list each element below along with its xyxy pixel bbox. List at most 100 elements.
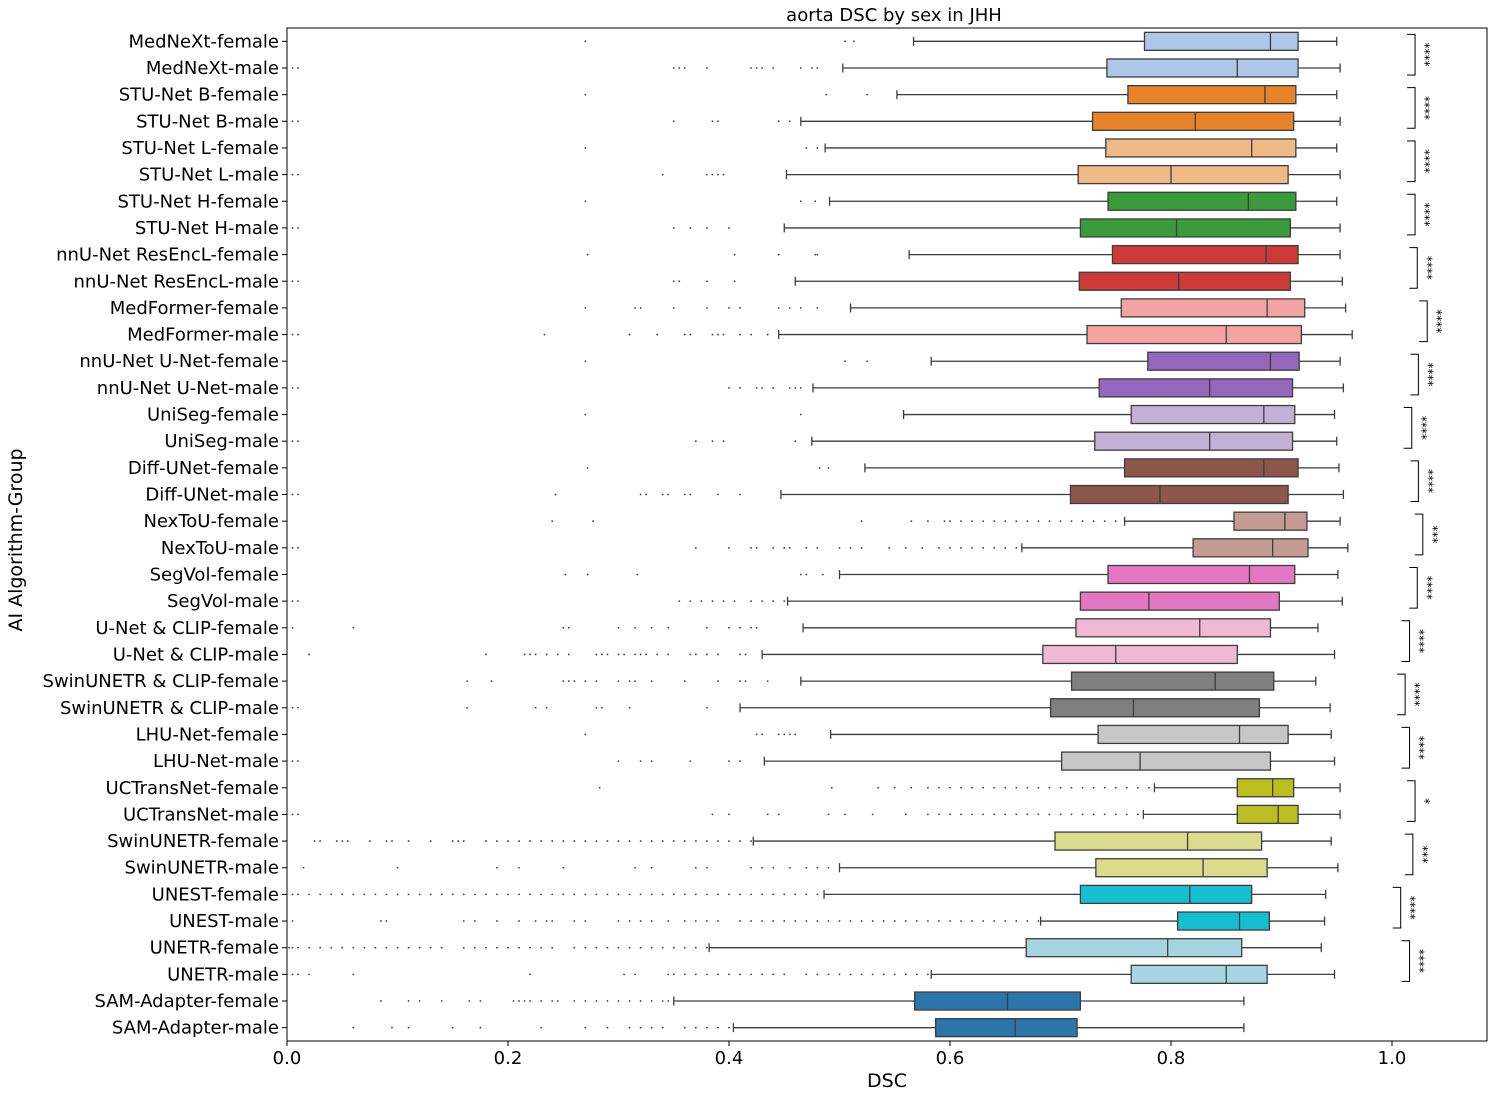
box-group (291, 271, 1343, 291)
outlier-point (799, 200, 802, 203)
box (1075, 618, 1272, 638)
significance-bracket: **** (1397, 673, 1422, 716)
outlier-point (772, 893, 775, 896)
outlier-point (739, 493, 741, 496)
outlier-point (672, 120, 675, 123)
significance-label: **** (1418, 96, 1432, 120)
outlier-point (772, 546, 775, 549)
outlier-point (706, 653, 708, 656)
outlier-point (462, 946, 465, 949)
outlier-point (523, 1000, 526, 1002)
outlier-point (904, 973, 907, 976)
outlier-point (667, 493, 670, 496)
outlier-point (645, 653, 648, 656)
significance-bracket: *** (1404, 833, 1430, 876)
box (1107, 564, 1296, 585)
outlier-point (297, 893, 299, 896)
y-tick-label: LHU-Net-male (153, 751, 279, 772)
outlier-point (617, 680, 620, 683)
outlier-point (440, 1000, 443, 1002)
outlier-point (291, 333, 294, 336)
outlier-point (805, 893, 808, 896)
outlier-point (562, 626, 565, 629)
outlier-point (1004, 920, 1007, 922)
outlier-point (518, 946, 520, 949)
box (1086, 324, 1303, 345)
box-group (313, 831, 1332, 851)
outlier-point (1081, 786, 1084, 789)
outlier-point (551, 520, 554, 523)
outlier-point (910, 520, 913, 523)
outlier-point (761, 386, 764, 389)
outlier-point (788, 546, 791, 549)
outlier-point (573, 840, 576, 842)
outlier-point (739, 760, 741, 762)
outlier-point (330, 946, 333, 949)
box-group (586, 244, 1341, 265)
outlier-point (739, 307, 741, 309)
outlier-point (672, 67, 675, 69)
box (1120, 298, 1306, 318)
outlier-point (1004, 546, 1007, 549)
outlier-point (617, 893, 620, 896)
outlier-point (1048, 813, 1051, 816)
outlier-point (893, 920, 896, 922)
outlier-point (407, 1000, 410, 1002)
outlier-point (606, 1000, 609, 1002)
outlier-point (291, 386, 294, 389)
outlier-point (606, 1026, 609, 1029)
outlier-point (683, 893, 686, 896)
outlier-point (584, 1026, 587, 1029)
outlier-point (297, 386, 299, 389)
outlier-point (617, 626, 620, 629)
outlier-point (689, 227, 692, 229)
outlier-point (606, 893, 609, 896)
outlier-point (1026, 920, 1029, 922)
outlier-point (554, 493, 557, 496)
outlier-point (750, 67, 752, 69)
outlier-point (490, 680, 493, 683)
box-group (584, 298, 1347, 318)
outlier-point (291, 493, 294, 496)
outlier-point (711, 120, 714, 123)
outlier-point (656, 653, 659, 656)
outlier-point (451, 1026, 454, 1029)
outlier-point (529, 653, 531, 656)
box (1111, 244, 1299, 265)
outlier-point (1048, 786, 1051, 789)
outlier-point (1125, 813, 1128, 816)
significance-bracket: * (1407, 780, 1432, 822)
outlier-point (849, 920, 852, 922)
outlier-point (866, 93, 869, 96)
outlier-point (545, 920, 548, 922)
box-group (584, 724, 1332, 745)
outlier-point (297, 493, 299, 496)
outlier-point (1070, 520, 1073, 523)
outlier-point (341, 893, 344, 896)
outlier-point (291, 546, 294, 549)
outlier-point (567, 626, 570, 629)
outlier-point (678, 280, 681, 283)
outlier-point (496, 840, 498, 842)
outlier-point (407, 1026, 410, 1029)
y-tick-label: MedFormer-female (110, 298, 279, 319)
outlier-point (816, 253, 819, 256)
outlier-point (706, 946, 708, 949)
outlier-point (586, 466, 589, 469)
outlier-point (545, 653, 548, 656)
box-group (288, 938, 1322, 958)
outlier-point (750, 626, 752, 629)
outlier-point (634, 680, 636, 683)
box-group (291, 324, 1353, 345)
significance-label: *** (1416, 845, 1430, 863)
significance-label: **** (1418, 149, 1432, 173)
outlier-point (661, 173, 664, 176)
outlier-point (766, 333, 769, 336)
significance-label: **** (1413, 629, 1427, 653)
outlier-point (672, 280, 675, 283)
outlier-point (297, 973, 299, 976)
outlier-point (728, 546, 730, 549)
box-group (291, 751, 1336, 771)
outlier-point (473, 920, 476, 922)
outlier-point (352, 626, 355, 629)
